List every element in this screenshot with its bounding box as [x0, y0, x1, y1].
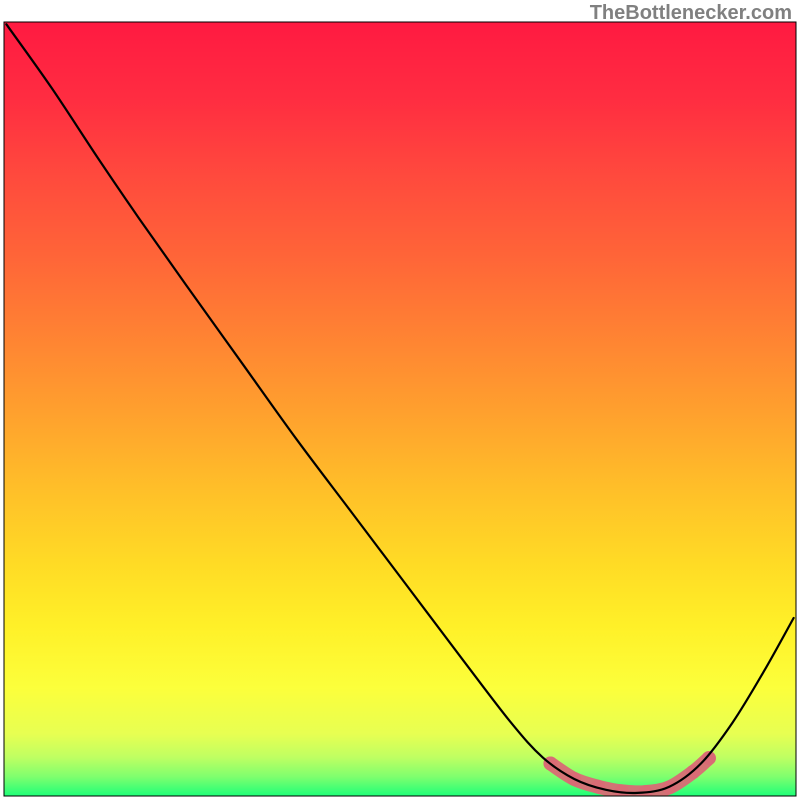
- watermark-text: TheBottlenecker.com: [590, 2, 792, 25]
- gradient-background: [4, 22, 796, 796]
- bottleneck-chart: [0, 0, 800, 800]
